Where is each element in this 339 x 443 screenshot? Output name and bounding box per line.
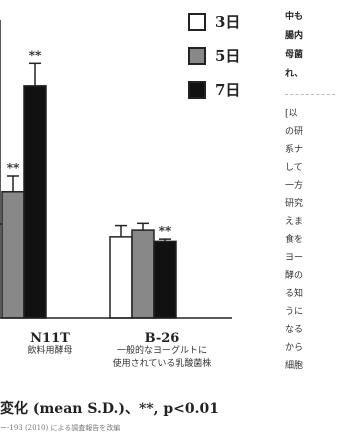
article-text-line: 細胞 — [285, 361, 304, 371]
chart-legend: 3日 5日 7日 — [188, 8, 240, 110]
article-text-line: る知 — [285, 289, 304, 299]
bar-b-26-3日 — [109, 236, 133, 319]
article-text-line: の研 — [285, 127, 304, 137]
significance-marker: ** — [159, 224, 172, 238]
category-desc-b26-line1: 一般的なヨーグルトに — [116, 346, 207, 356]
article-text-line: うに — [285, 307, 304, 317]
legend-item-5-day: 5日 — [188, 42, 240, 69]
article-text-column: 中も 腸内 母菌 れ、 [以 の研 系ナ して 一方 研究 えま 食を ヨー 酵… — [285, 8, 339, 375]
article-text-line: して — [285, 163, 303, 173]
figure-source-note: ー-193 (2010) による調査報告を改編 — [0, 424, 121, 432]
significance-marker: ** — [29, 48, 42, 62]
article-text-line: 酵の — [285, 271, 304, 281]
article-text-line: から — [285, 343, 304, 353]
article-text-line: [以 — [285, 109, 298, 119]
article-text-line: 系ナ — [285, 145, 304, 155]
category-desc-n11t: 飲料用酵母 — [27, 346, 73, 356]
legend-swatch-7-day — [188, 80, 206, 99]
article-text-line: 腸内 — [285, 31, 304, 41]
category-name-b26: B-26 — [144, 331, 180, 346]
category-label-b26: B-26 一般的なヨーグルトに 使用されている乳酸菌株 — [98, 332, 226, 371]
legend-swatch-5-day — [188, 46, 206, 65]
article-text-line: えま — [285, 217, 304, 227]
article-text-line: 母菌 — [285, 50, 304, 60]
significance-marker: ** — [7, 161, 20, 175]
article-text-line: 研究 — [285, 199, 304, 209]
article-text-line: 中も — [285, 12, 304, 22]
category-desc-b26-line2: 使用されている乳酸菌株 — [112, 359, 212, 369]
article-text-line: ヨー — [285, 253, 304, 263]
legend-label-3-day: 3日 — [215, 13, 241, 31]
legend-item-7-day: 7日 — [188, 76, 240, 103]
article-text-line: れ、 — [285, 69, 304, 79]
category-label-n11t: N11T 飲料用酵母 — [0, 332, 100, 358]
article-text-line: なる — [285, 325, 304, 335]
bar-n11t-7日 — [23, 85, 47, 319]
bar-b-26-7日 — [153, 240, 177, 319]
legend-label-5-day: 5日 — [215, 47, 241, 65]
figure-caption: 変化 (mean S.D.)、**, p<0.01 — [0, 401, 219, 417]
legend-label-7-day: 7日 — [215, 81, 241, 99]
text-divider — [285, 94, 335, 95]
category-name-n11t: N11T — [30, 331, 70, 346]
legend-item-3-day: 3日 — [188, 8, 240, 35]
legend-swatch-3-day — [188, 12, 206, 31]
bar-n11t-5日 — [1, 191, 25, 319]
article-text-line: 食を — [285, 235, 304, 245]
bar-b-26-5日 — [131, 229, 155, 319]
article-text-line: 一方 — [285, 181, 304, 191]
